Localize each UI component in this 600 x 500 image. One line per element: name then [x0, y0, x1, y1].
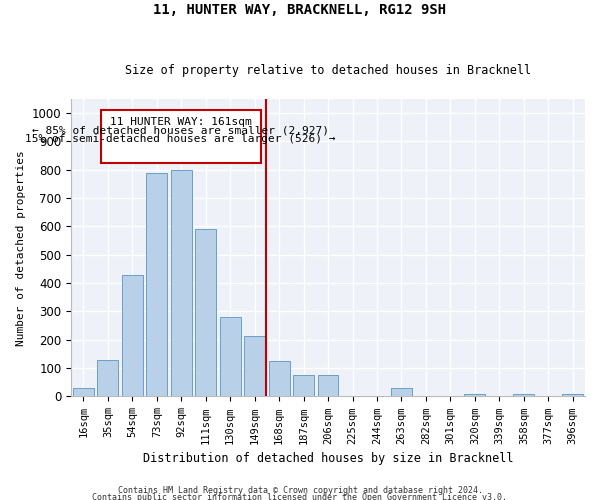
Text: Contains HM Land Registry data © Crown copyright and database right 2024.: Contains HM Land Registry data © Crown c… — [118, 486, 482, 495]
Title: Size of property relative to detached houses in Bracknell: Size of property relative to detached ho… — [125, 64, 531, 77]
Bar — [293, 375, 314, 396]
Text: 11, HUNTER WAY, BRACKNELL, RG12 9SH: 11, HUNTER WAY, BRACKNELL, RG12 9SH — [154, 2, 446, 16]
Bar — [269, 361, 290, 396]
Bar — [97, 360, 118, 397]
X-axis label: Distribution of detached houses by size in Bracknell: Distribution of detached houses by size … — [143, 452, 514, 465]
Bar — [196, 230, 216, 396]
Text: Contains public sector information licensed under the Open Government Licence v3: Contains public sector information licen… — [92, 494, 508, 500]
Text: ← 85% of detached houses are smaller (2,927): ← 85% of detached houses are smaller (2,… — [32, 126, 329, 136]
Bar — [244, 336, 265, 396]
Bar — [73, 388, 94, 396]
Bar — [101, 110, 261, 162]
Bar — [146, 172, 167, 396]
Bar — [220, 317, 241, 396]
Text: 15% of semi-detached houses are larger (526) →: 15% of semi-detached houses are larger (… — [25, 134, 336, 144]
Text: 11 HUNTER WAY: 161sqm: 11 HUNTER WAY: 161sqm — [110, 118, 251, 128]
Bar — [171, 170, 191, 396]
Bar — [562, 394, 583, 396]
Bar — [464, 394, 485, 396]
Bar — [317, 375, 338, 396]
Bar — [514, 394, 534, 396]
Y-axis label: Number of detached properties: Number of detached properties — [16, 150, 26, 346]
Bar — [391, 388, 412, 396]
Bar — [122, 274, 143, 396]
